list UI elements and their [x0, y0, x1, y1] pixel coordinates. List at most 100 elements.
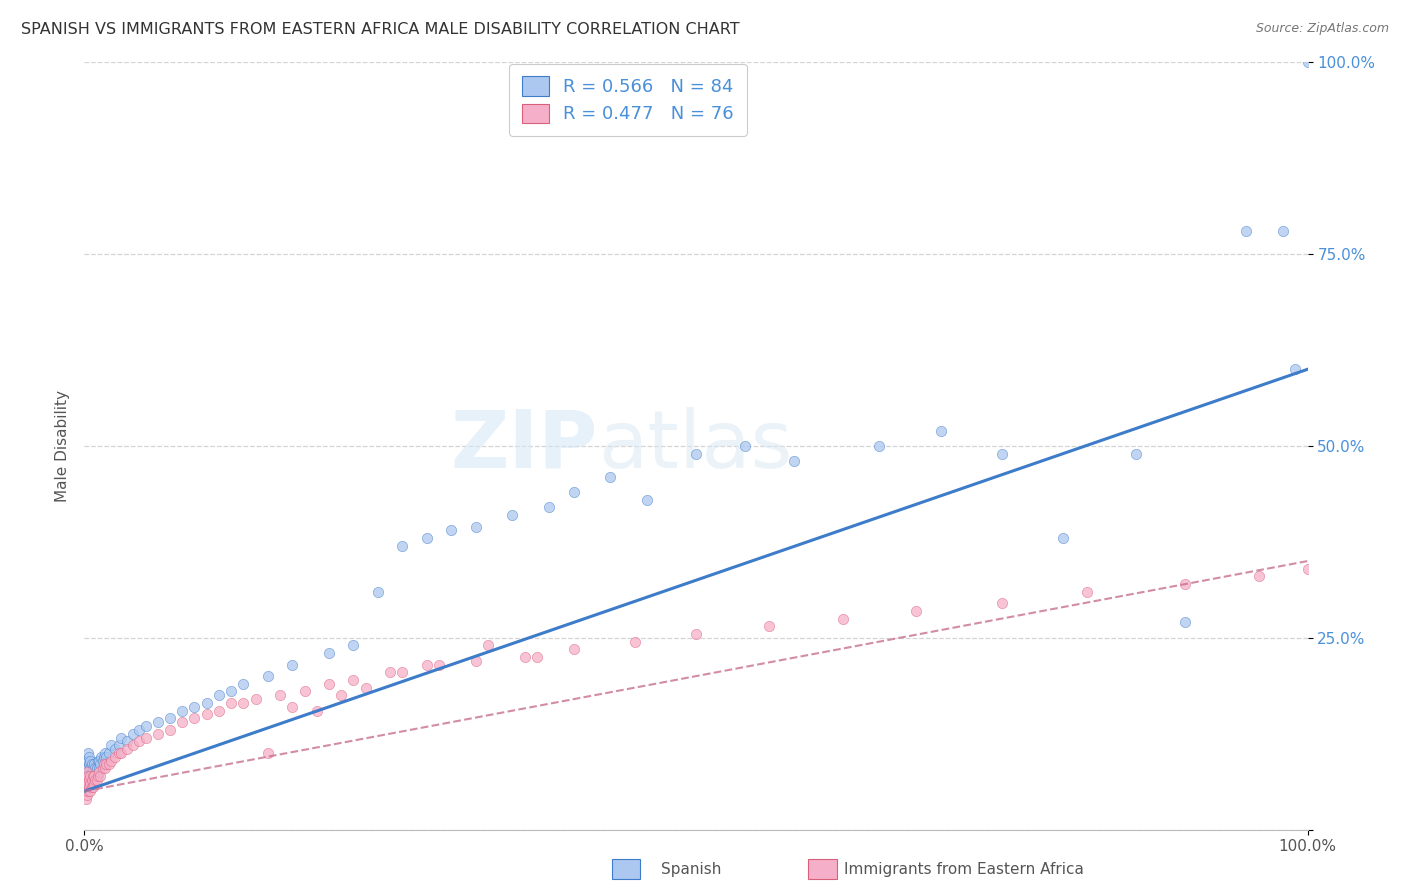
- Point: [82, 761, 104, 775]
- Point: [1052, 531, 1074, 545]
- Point: [97, 746, 120, 760]
- Point: [464, 654, 486, 668]
- Point: [76, 772, 98, 787]
- Point: [115, 742, 138, 756]
- Point: [76, 772, 98, 787]
- Point: [91, 761, 114, 775]
- Point: [87, 761, 110, 775]
- Point: [100, 738, 122, 752]
- Point: [77, 754, 100, 768]
- Point: [526, 649, 548, 664]
- Point: [146, 726, 169, 740]
- Point: [84, 761, 107, 775]
- Point: [115, 734, 138, 748]
- Point: [294, 684, 316, 698]
- Point: [869, 439, 891, 453]
- Point: [135, 731, 157, 745]
- Point: [195, 707, 218, 722]
- Point: [281, 657, 304, 672]
- Point: [122, 726, 145, 740]
- Point: [562, 642, 585, 657]
- Point: [128, 734, 150, 748]
- Point: [477, 639, 499, 653]
- Point: [82, 780, 104, 795]
- Point: [1174, 577, 1197, 591]
- Text: SPANISH VS IMMIGRANTS FROM EASTERN AFRICA MALE DISABILITY CORRELATION CHART: SPANISH VS IMMIGRANTS FROM EASTERN AFRIC…: [21, 22, 740, 37]
- Point: [513, 649, 536, 664]
- Point: [80, 772, 103, 787]
- Point: [624, 634, 647, 648]
- Text: Spanish: Spanish: [661, 863, 721, 877]
- Point: [1125, 447, 1147, 461]
- Y-axis label: Male Disability: Male Disability: [55, 390, 70, 502]
- Point: [77, 746, 100, 760]
- Point: [562, 485, 585, 500]
- Point: [96, 749, 118, 764]
- Point: [94, 746, 117, 760]
- Point: [77, 757, 100, 772]
- Point: [76, 780, 98, 795]
- Point: [257, 746, 280, 760]
- Point: [76, 754, 98, 768]
- Point: [318, 677, 340, 691]
- Point: [195, 696, 218, 710]
- Point: [342, 639, 364, 653]
- Point: [104, 749, 127, 764]
- Point: [90, 749, 112, 764]
- Point: [83, 765, 105, 780]
- Point: [1236, 224, 1258, 238]
- Point: [318, 646, 340, 660]
- Point: [219, 684, 242, 698]
- Point: [685, 627, 707, 641]
- Point: [93, 757, 115, 772]
- Point: [354, 681, 377, 695]
- Point: [281, 699, 304, 714]
- Point: [83, 769, 105, 783]
- Point: [107, 738, 129, 752]
- Point: [416, 531, 439, 545]
- Point: [599, 469, 621, 483]
- Point: [122, 738, 145, 752]
- Point: [135, 719, 157, 733]
- Point: [82, 769, 104, 783]
- Point: [159, 723, 181, 737]
- Point: [79, 769, 101, 783]
- Point: [79, 784, 101, 798]
- Point: [427, 657, 450, 672]
- Point: [172, 704, 194, 718]
- Point: [107, 746, 129, 760]
- Point: [87, 754, 110, 768]
- Point: [1272, 224, 1295, 238]
- Point: [367, 584, 389, 599]
- Point: [80, 757, 103, 772]
- Point: [79, 769, 101, 783]
- Point: [77, 776, 100, 790]
- Point: [502, 508, 524, 522]
- Point: [146, 715, 169, 730]
- Point: [93, 749, 115, 764]
- Point: [75, 792, 97, 806]
- Point: [79, 754, 101, 768]
- Text: atlas: atlas: [598, 407, 793, 485]
- Point: [77, 769, 100, 783]
- Point: [82, 769, 104, 783]
- Point: [100, 754, 122, 768]
- Point: [75, 784, 97, 798]
- Point: [86, 769, 108, 783]
- Point: [91, 754, 114, 768]
- Point: [929, 424, 952, 438]
- Point: [905, 604, 928, 618]
- Point: [991, 447, 1014, 461]
- Point: [1076, 584, 1098, 599]
- Point: [77, 772, 100, 787]
- Text: ZIP: ZIP: [451, 407, 598, 485]
- Point: [183, 711, 205, 725]
- Point: [172, 715, 194, 730]
- Point: [97, 757, 120, 772]
- Point: [538, 500, 561, 515]
- Point: [232, 677, 254, 691]
- Point: [77, 780, 100, 795]
- Point: [87, 754, 110, 768]
- Point: [128, 723, 150, 737]
- Point: [80, 780, 103, 795]
